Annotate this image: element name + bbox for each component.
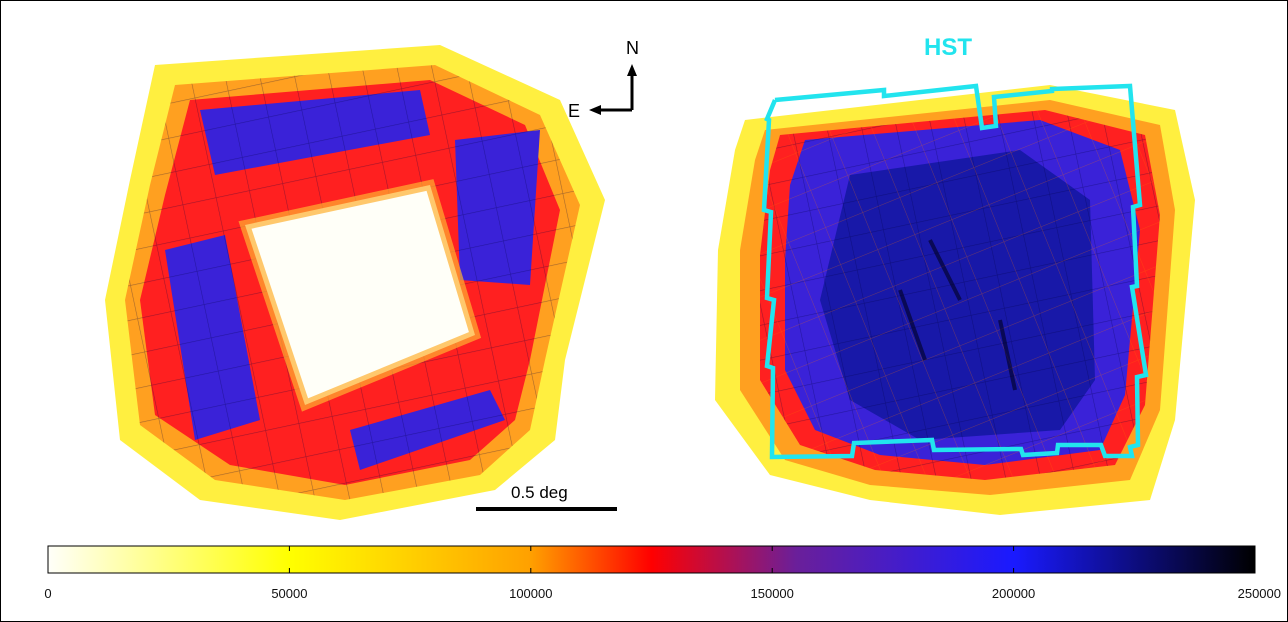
scale-bar: 0.5 deg (476, 483, 617, 511)
right-coverage-map (715, 85, 1195, 515)
hst-label: HST (924, 34, 972, 61)
colorbar-gradient (47, 545, 1256, 574)
north-label: N (626, 38, 639, 58)
left-coverage-map (100, 40, 610, 530)
colorbar-tick-label: 50000 (271, 586, 307, 601)
colorbar: 0 50000 100000 150000 200000 250000 (44, 545, 1281, 601)
colorbar-tick-label: 150000 (751, 586, 794, 601)
scale-bar-label: 0.5 deg (511, 483, 568, 502)
colorbar-tick-label: 100000 (509, 586, 552, 601)
east-label: E (568, 101, 580, 121)
colorbar-tick-label: 250000 (1238, 586, 1281, 601)
hst-footprint-outline (761, 83, 1149, 460)
colorbar-tick-label: 0 (44, 586, 51, 601)
colorbar-tick-label: 200000 (992, 586, 1035, 601)
compass: N E (568, 38, 639, 121)
